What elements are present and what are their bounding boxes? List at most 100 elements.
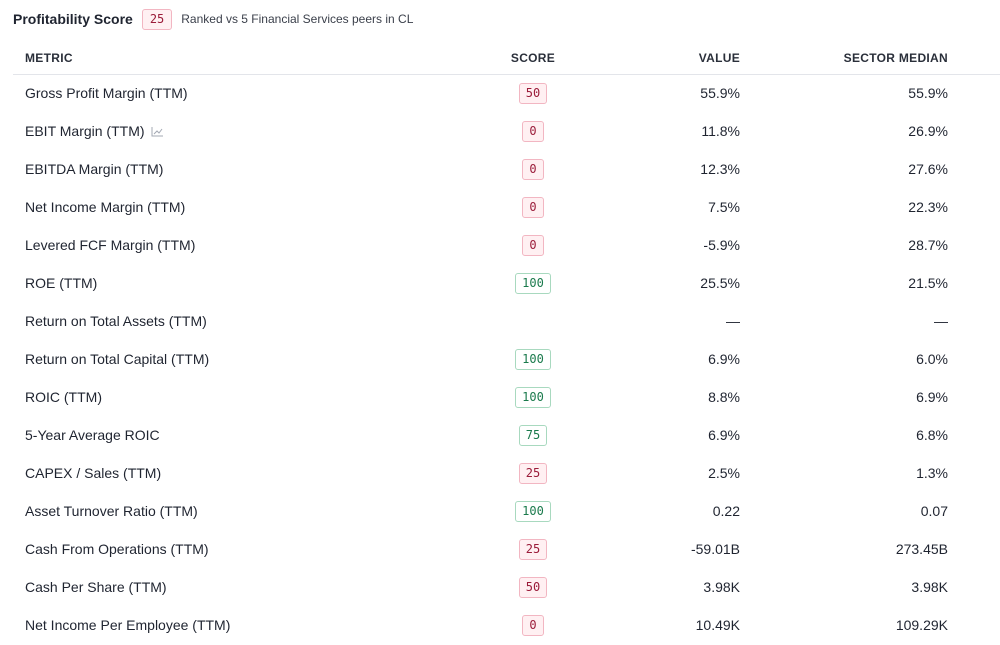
metric-label: Net Income Margin (TTM) [25, 199, 186, 215]
sector-median-value: 6.9% [916, 389, 948, 405]
sector-median-value: 1.3% [916, 465, 948, 481]
metric-value: 6.9% [708, 351, 740, 367]
metric-label: ROE (TTM) [25, 275, 98, 291]
score-cell: 0 [483, 197, 583, 218]
score-badge: 100 [515, 273, 551, 294]
metric-value: -5.9% [703, 237, 740, 253]
score-cell: 75 [483, 425, 583, 446]
table-row[interactable]: Return on Total Capital (TTM) 100 6.9% 6.0% [13, 341, 1000, 379]
page-title: Profitability Score [13, 11, 133, 27]
table-row[interactable]: Cash From Operations (TTM) 25 -59.01B 273.4… [13, 531, 1000, 569]
overall-score-badge: 25 [141, 8, 173, 30]
metric-name: Cash Per Share (TTM) [25, 579, 167, 595]
score-badge: 0 [522, 197, 544, 218]
column-header-metric[interactable]: METRIC [25, 51, 73, 65]
table-row[interactable]: EBIT Margin (TTM) 0 11.8% 26.9% [13, 113, 1000, 151]
metric-label: CAPEX / Sales (TTM) [25, 465, 162, 481]
score-cell: 25 [483, 463, 583, 484]
table-row[interactable]: Asset Turnover Ratio (TTM) 100 0.22 0.07 [13, 493, 1000, 531]
sector-median-value: 109.29K [895, 617, 948, 633]
score-cell: 100 [483, 387, 583, 408]
column-header-value[interactable]: VALUE [698, 51, 740, 65]
score-cell: 100 [483, 273, 583, 294]
score-cell: 0 [483, 121, 583, 142]
table-row[interactable]: CAPEX / Sales (TTM) 25 2.5% 1.3% [13, 455, 1000, 493]
metric-name: ROE (TTM) [25, 275, 97, 291]
score-cell: 25 [483, 539, 583, 560]
metric-value: 3.98K [703, 579, 740, 595]
metric-value: 25.5% [700, 275, 740, 291]
sector-median-value: 22.3% [908, 199, 948, 215]
metric-value: 7.5% [708, 199, 740, 215]
table-header: METRIC SCORE VALUE SECTOR MEDIAN [13, 40, 1000, 75]
metric-value: 11.8% [701, 123, 740, 139]
sector-median-value: 28.7% [908, 237, 948, 253]
metric-value: 12.3% [700, 161, 740, 177]
sector-median-value: 6.8% [916, 427, 948, 443]
column-header-sector-median[interactable]: SECTOR MEDIAN [843, 51, 948, 65]
score-badge: 0 [522, 235, 544, 256]
sector-median-value: 55.9% [908, 85, 948, 101]
profitability-header: Profitability Score 25 Ranked vs 5 Finan… [13, 8, 413, 30]
score-badge: 75 [518, 425, 548, 446]
score-badge: 100 [515, 501, 551, 522]
table-row[interactable]: Cash Per Share (TTM) 50 3.98K 3.98K [13, 569, 1000, 607]
metric-label: Asset Turnover Ratio (TTM) [25, 503, 198, 519]
table-row[interactable]: Net Income Margin (TTM) 0 7.5% 22.3% [13, 189, 1000, 227]
metric-label: EBITDA Margin (TTM) [25, 161, 164, 177]
table-row[interactable]: ROE (TTM) 100 25.5% 21.5% [13, 265, 1000, 303]
metric-value: 55.9% [700, 85, 740, 101]
metric-label: Return on Total Assets (TTM) [25, 313, 207, 329]
table-row[interactable]: Levered FCF Margin (TTM) 0 -5.9% 28.7% [13, 227, 1000, 265]
metric-value: -59.01B [690, 541, 740, 557]
metric-label: Cash From Operations (TTM) [25, 541, 209, 557]
score-cell: 0 [483, 235, 583, 256]
table-row[interactable]: EBITDA Margin (TTM) 0 12.3% 27.6% [13, 151, 1000, 189]
sector-median-value: 27.6% [908, 161, 948, 177]
sector-median-value: 273.45B [895, 541, 948, 557]
metric-value: 0.22 [712, 503, 740, 519]
score-badge: 0 [522, 159, 544, 180]
score-badge: 100 [515, 349, 551, 370]
table-row[interactable]: 5-Year Average ROIC 75 6.9% 6.8% [13, 417, 1000, 455]
metric-label: EBIT Margin (TTM) [25, 123, 145, 139]
sector-median-value: — [934, 313, 948, 329]
score-badge: 50 [518, 577, 548, 598]
metric-name: EBITDA Margin (TTM) [25, 161, 163, 177]
score-cell: 0 [483, 159, 583, 180]
metric-name: Cash From Operations (TTM) [25, 541, 209, 557]
table-row[interactable]: ROIC (TTM) 100 8.8% 6.9% [13, 379, 1000, 417]
metric-name: Net Income Per Employee (TTM) [25, 617, 230, 633]
metric-name: Return on Total Assets (TTM) [25, 313, 207, 329]
metric-value: 8.8% [708, 389, 740, 405]
sector-median-value: 21.5% [908, 275, 948, 291]
table-row[interactable]: Gross Profit Margin (TTM) 50 55.9% 55.9% [13, 75, 1000, 113]
metric-name: Net Income Margin (TTM) [25, 199, 185, 215]
table-row[interactable]: Net Income Per Employee (TTM) 0 10.49K 109.… [13, 607, 1000, 645]
metric-name: 5-Year Average ROIC [25, 427, 160, 443]
metric-value: 2.5% [708, 465, 740, 481]
score-badge: 50 [518, 83, 548, 104]
score-badge: 0 [522, 615, 544, 636]
table-row[interactable]: Return on Total Assets (TTM) — — [13, 303, 1000, 341]
table-body: Gross Profit Margin (TTM) 50 55.9% 55.9% EBI… [13, 75, 1000, 645]
score-badge: 25 [518, 539, 548, 560]
metric-label: Cash Per Share (TTM) [25, 579, 167, 595]
metric-label: Net Income Per Employee (TTM) [25, 617, 231, 633]
column-header-score[interactable]: SCORE [510, 51, 556, 65]
score-cell: 50 [483, 577, 583, 598]
metric-name: Levered FCF Margin (TTM) [25, 237, 195, 253]
metric-name: Asset Turnover Ratio (TTM) [25, 503, 198, 519]
metrics-table: METRIC SCORE VALUE SECTOR MEDIAN Gross P… [13, 40, 1000, 645]
metric-name: Return on Total Capital (TTM) [25, 351, 209, 367]
metric-label: ROIC (TTM) [25, 389, 102, 405]
ranking-subtitle: Ranked vs 5 Financial Services peers in … [181, 12, 414, 26]
score-badge: 25 [518, 463, 548, 484]
score-cell: 100 [483, 501, 583, 522]
metric-label: Gross Profit Margin (TTM) [25, 85, 188, 101]
line-chart-icon[interactable] [151, 126, 164, 137]
score-badge: 0 [522, 121, 544, 142]
sector-median-value: 6.0% [916, 351, 948, 367]
score-cell: 50 [483, 83, 583, 104]
sector-median-value: 0.07 [920, 503, 948, 519]
